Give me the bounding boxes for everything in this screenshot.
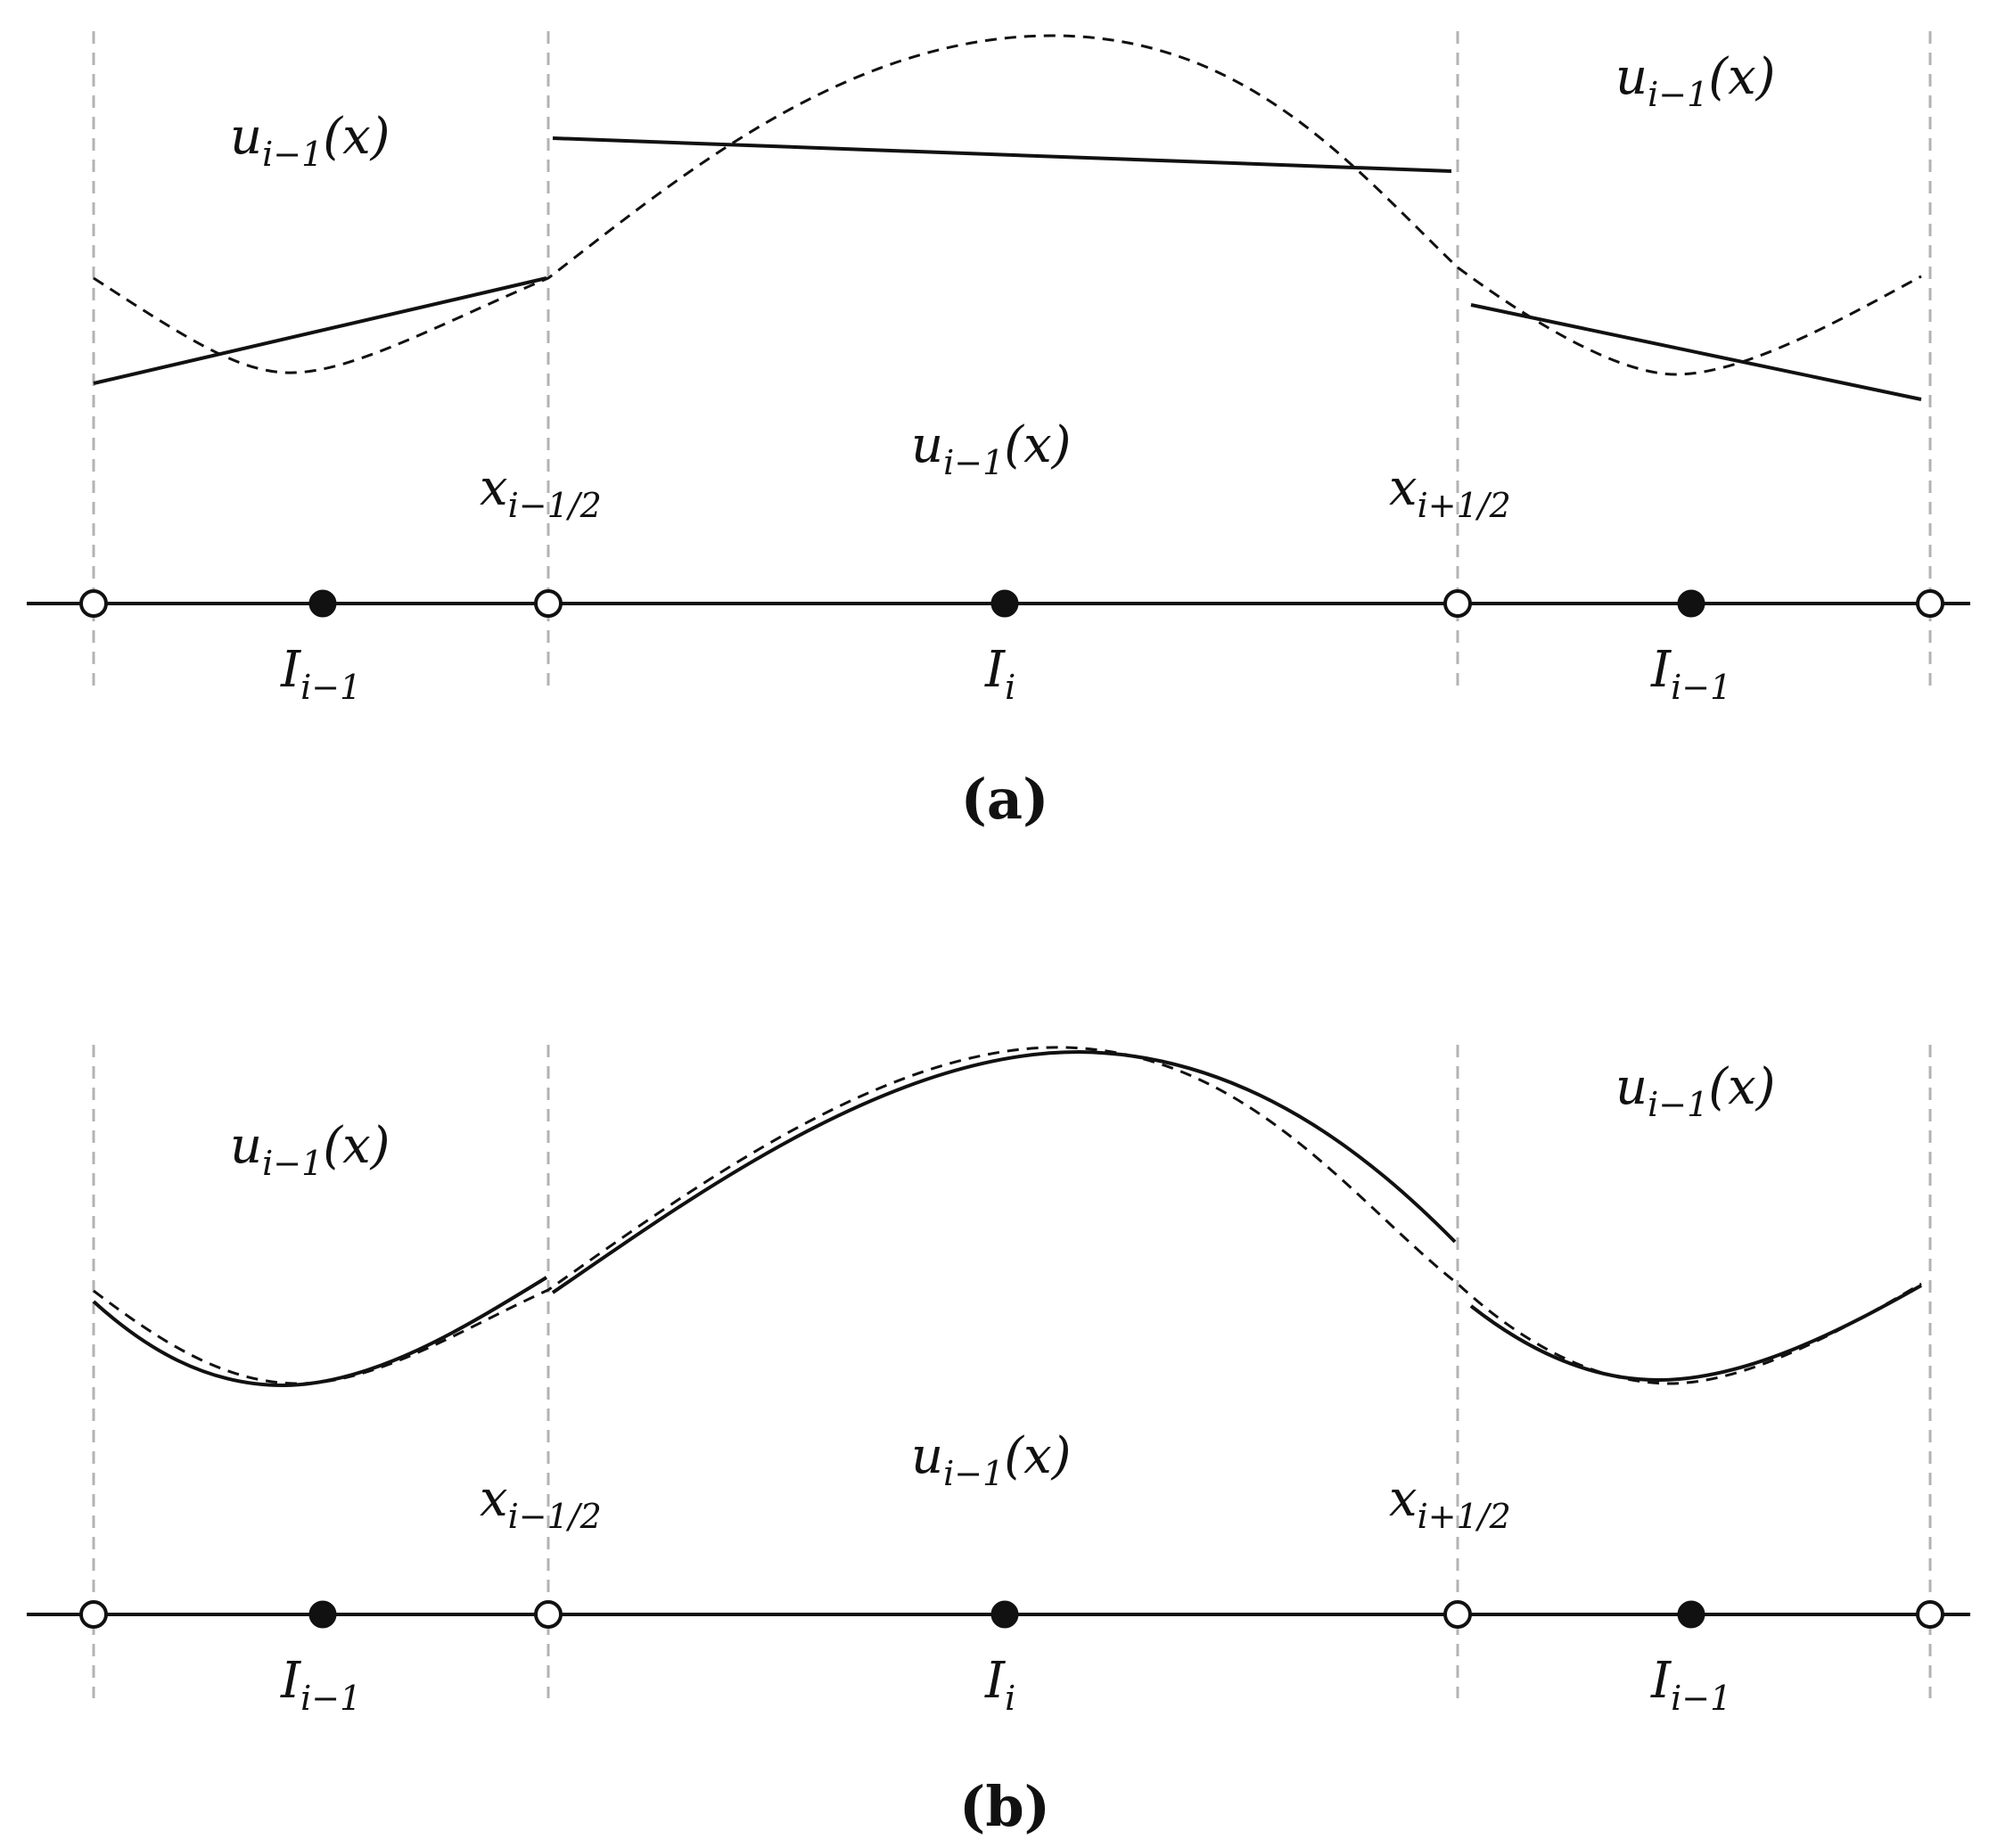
cell-center-node	[308, 1600, 337, 1629]
interface-node-open	[1916, 589, 1944, 618]
label-u-center: ui−1(x)	[911, 416, 1072, 482]
cell-center-node	[990, 589, 1019, 618]
interface-node-open	[1443, 1600, 1472, 1629]
panel-a: ui−1(x) ui−1(x) ui−1(x) xi−1/2 xi+1/2 Ii…	[27, 31, 1970, 832]
interface-node-open	[1443, 589, 1472, 618]
reconstruction-segment-center	[552, 136, 1452, 173]
cell-center-node	[1677, 589, 1705, 618]
exact-solution-curve	[93, 34, 1922, 376]
interface-node-open	[1916, 1600, 1944, 1629]
label-x-right-interface: xi+1/2	[1389, 459, 1511, 525]
label-x-right-interface: xi+1/2	[1389, 1470, 1511, 1536]
label-cell-right: Ii−1	[1650, 1652, 1731, 1718]
reconstruction-segment-right	[1470, 303, 1922, 401]
guide-lines-a	[92, 31, 1932, 686]
reconstruction-curve-right	[1469, 1284, 1922, 1383]
cell-center-node	[990, 1600, 1019, 1629]
label-cell-left: Ii−1	[280, 1652, 361, 1718]
interface-node-open	[79, 589, 108, 618]
cell-center-node	[308, 589, 337, 618]
label-u-center: ui−1(x)	[911, 1427, 1072, 1493]
interface-node-open	[534, 589, 563, 618]
guide-lines-b	[92, 1045, 1932, 1698]
label-cell-center: Ii	[984, 641, 1015, 707]
reconstruction-curve-left	[92, 1276, 548, 1388]
panel-label-b: (b)	[959, 1774, 1050, 1839]
interface-node-open	[79, 1600, 108, 1629]
label-cell-center: Ii	[984, 1652, 1015, 1718]
label-u-left: ui−1(x)	[230, 1117, 390, 1183]
panel-label-a: (a)	[961, 767, 1049, 832]
label-u-left: ui−1(x)	[230, 108, 390, 174]
panel-b: ui−1(x) ui−1(x) ui−1(x) xi−1/2 xi+1/2 Ii…	[27, 1045, 1970, 1839]
label-x-left-interface: xi−1/2	[480, 1470, 602, 1536]
reconstruction-curve-center	[551, 1049, 1457, 1294]
label-cell-right: Ii−1	[1650, 641, 1731, 707]
label-u-right: ui−1(x)	[1615, 1058, 1776, 1124]
cell-center-node	[1677, 1600, 1705, 1629]
label-u-right: ui−1(x)	[1615, 48, 1776, 114]
label-cell-left: Ii−1	[280, 641, 361, 707]
interface-node-open	[534, 1600, 563, 1629]
label-x-left-interface: xi−1/2	[480, 459, 602, 525]
exact-solution-curve	[93, 1046, 1922, 1385]
reconstruction-segment-left	[93, 276, 547, 385]
